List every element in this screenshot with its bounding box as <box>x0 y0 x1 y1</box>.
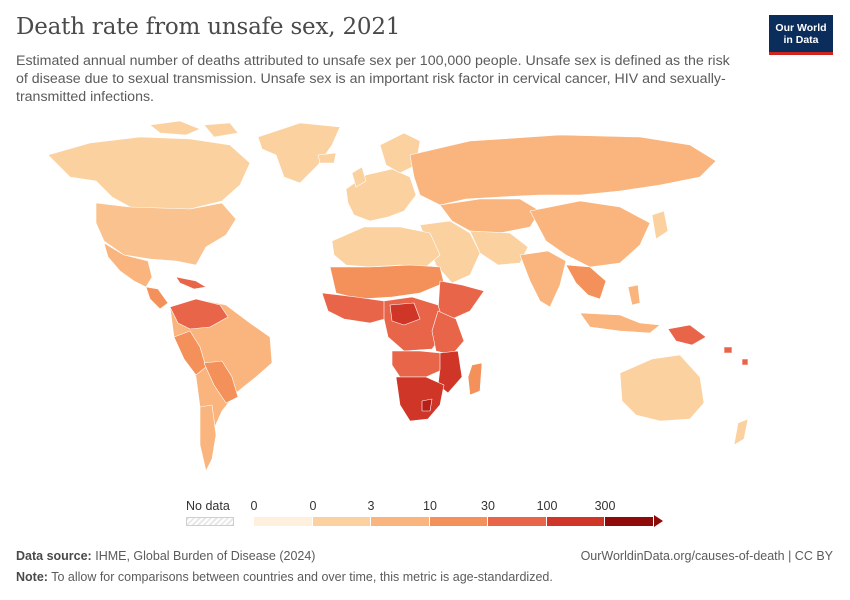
legend-swatch-4[interactable] <box>430 517 488 526</box>
region-paraguay-bolivia <box>203 360 239 404</box>
legend-tick-5: 30 <box>481 499 495 513</box>
logo-line-1: Our World <box>775 21 827 34</box>
region-canada <box>47 136 251 210</box>
region-eswatini-lesotho <box>421 398 433 412</box>
legend-tick-1: 0 <box>250 499 258 513</box>
logo-line-2: in Data <box>783 33 819 46</box>
legend-tick-2: 0 <box>309 499 317 513</box>
region-pacific-islands <box>723 346 749 366</box>
legend-swatch-7[interactable] <box>605 517 654 526</box>
chart-title: Death rate from unsafe sex, 2021 <box>16 14 401 40</box>
region-usa <box>95 202 237 266</box>
region-sahel <box>329 264 445 300</box>
region-southeast-asia <box>565 264 607 300</box>
legend-swatch-6[interactable] <box>547 517 605 526</box>
data-source: Data source: IHME, Global Burden of Dise… <box>16 549 315 563</box>
region-india <box>519 250 567 308</box>
region-angola-zambia <box>391 350 445 378</box>
region-russia <box>409 134 717 206</box>
legend-swatch-1[interactable] <box>254 517 313 526</box>
region-australia <box>619 354 705 422</box>
legend-swatch-3[interactable] <box>371 517 430 526</box>
region-horn-of-africa <box>437 280 485 320</box>
legend-swatch-5[interactable] <box>488 517 547 526</box>
note-text: To allow for comparisons between countri… <box>51 570 553 584</box>
source-url[interactable]: OurWorldinData.org/causes-of-death | CC … <box>580 549 833 563</box>
region-north-africa <box>331 226 441 268</box>
chart-subtitle: Estimated annual number of deaths attrib… <box>16 53 730 105</box>
legend-tick-6: 100 <box>536 499 558 513</box>
region-southern-cone <box>199 404 217 472</box>
legend-swatch-2[interactable] <box>313 517 371 526</box>
region-new-zealand <box>733 418 749 446</box>
region-uk <box>351 166 367 188</box>
region-iran-pakistan <box>469 230 529 266</box>
region-central-asia <box>439 198 541 234</box>
region-philippines <box>627 284 641 306</box>
world-map[interactable] <box>0 115 850 490</box>
owid-logo[interactable]: Our World in Data <box>769 15 833 55</box>
legend-no-data-swatch[interactable] <box>186 517 234 526</box>
legend-no-data-label: No data <box>186 499 230 513</box>
region-japan-korea <box>651 210 669 240</box>
legend-tick-7: 300 <box>594 499 616 513</box>
region-madagascar <box>467 362 483 396</box>
legend-tick-4: 10 <box>423 499 437 513</box>
footnote: Note: To allow for comparisons between c… <box>16 570 553 584</box>
region-greenland <box>257 122 341 184</box>
region-east-africa <box>431 310 465 356</box>
data-source-text[interactable]: IHME, Global Burden of Disease (2024) <box>95 549 316 563</box>
note-label: Note: <box>16 570 48 584</box>
region-mozambique <box>437 350 463 394</box>
legend-arrow-icon <box>654 515 663 527</box>
region-caribbean <box>175 276 207 290</box>
region-southern-africa <box>395 376 445 422</box>
region-central-america <box>145 286 169 310</box>
region-cameroon-car <box>389 302 421 326</box>
region-papua <box>667 324 707 346</box>
region-west-africa <box>321 292 393 324</box>
region-china <box>529 200 651 268</box>
color-legend: No data 0 0 3 10 30 100 300 <box>0 495 850 535</box>
region-indonesia <box>579 312 661 334</box>
data-source-label: Data source: <box>16 549 92 563</box>
region-arctic-islands <box>149 120 239 138</box>
legend-tick-3: 3 <box>367 499 375 513</box>
region-iceland <box>317 152 337 164</box>
region-venezuela-colombia <box>169 298 229 330</box>
